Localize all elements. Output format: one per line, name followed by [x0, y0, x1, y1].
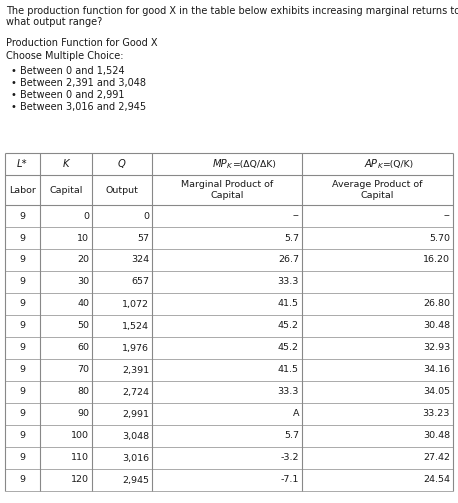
Text: Between 2,391 and 3,048: Between 2,391 and 3,048: [20, 78, 146, 88]
Text: 30.48: 30.48: [423, 432, 450, 441]
Text: 70: 70: [77, 366, 89, 375]
Text: 30.48: 30.48: [423, 321, 450, 330]
Text: 9: 9: [20, 387, 26, 396]
Text: 9: 9: [20, 409, 26, 418]
Text: 9: 9: [20, 366, 26, 375]
Text: 9: 9: [20, 432, 26, 441]
Text: K: K: [377, 163, 382, 169]
Text: K: K: [63, 159, 69, 169]
Text: 33.3: 33.3: [278, 278, 299, 287]
Text: 5.70: 5.70: [429, 233, 450, 242]
Text: Between 0 and 2,991: Between 0 and 2,991: [20, 90, 125, 100]
Text: 9: 9: [20, 475, 26, 484]
Text: 41.5: 41.5: [278, 366, 299, 375]
Text: 80: 80: [77, 387, 89, 396]
Text: L*: L*: [17, 159, 28, 169]
Text: 2,391: 2,391: [122, 366, 149, 375]
Text: 5.7: 5.7: [284, 432, 299, 441]
Text: 30: 30: [77, 278, 89, 287]
Text: Q: Q: [118, 159, 126, 169]
Text: Production Function for Good X: Production Function for Good X: [6, 38, 158, 48]
Text: •: •: [10, 102, 16, 112]
Text: --: --: [443, 211, 450, 220]
Text: 32.93: 32.93: [423, 344, 450, 353]
Text: Labor: Labor: [9, 186, 36, 195]
Text: =(ΔQ/ΔK): =(ΔQ/ΔK): [232, 159, 276, 169]
Text: •: •: [10, 66, 16, 76]
Text: Marginal Product of
Capital: Marginal Product of Capital: [181, 180, 273, 200]
Text: what output range?: what output range?: [6, 17, 102, 27]
Text: 9: 9: [20, 344, 26, 353]
Text: 60: 60: [77, 344, 89, 353]
Text: 57: 57: [137, 233, 149, 242]
Text: 10: 10: [77, 233, 89, 242]
Text: =(Q/K): =(Q/K): [382, 159, 414, 169]
Text: 45.2: 45.2: [278, 344, 299, 353]
Text: 26.7: 26.7: [278, 256, 299, 265]
Text: 0: 0: [143, 211, 149, 220]
Text: 90: 90: [77, 409, 89, 418]
Text: 33.23: 33.23: [423, 409, 450, 418]
Text: 9: 9: [20, 211, 26, 220]
Text: The production function for good X in the table below exhibits increasing margin: The production function for good X in th…: [6, 6, 458, 16]
Text: 9: 9: [20, 299, 26, 308]
Text: 2,991: 2,991: [122, 409, 149, 418]
Text: 324: 324: [131, 256, 149, 265]
Text: 120: 120: [71, 475, 89, 484]
Text: 100: 100: [71, 432, 89, 441]
Text: 45.2: 45.2: [278, 321, 299, 330]
Text: 2,724: 2,724: [122, 387, 149, 396]
Text: 1,976: 1,976: [122, 344, 149, 353]
Text: 3,016: 3,016: [122, 454, 149, 462]
Text: 24.54: 24.54: [423, 475, 450, 484]
Text: Output: Output: [105, 186, 138, 195]
Text: 9: 9: [20, 321, 26, 330]
Text: 2,945: 2,945: [122, 475, 149, 484]
Text: 50: 50: [77, 321, 89, 330]
Text: -3.2: -3.2: [280, 454, 299, 462]
Text: 34.16: 34.16: [423, 366, 450, 375]
Text: 26.80: 26.80: [423, 299, 450, 308]
Text: AP: AP: [365, 159, 377, 169]
Text: 27.42: 27.42: [423, 454, 450, 462]
Text: 9: 9: [20, 454, 26, 462]
Text: 41.5: 41.5: [278, 299, 299, 308]
Text: Between 3,016 and 2,945: Between 3,016 and 2,945: [20, 102, 146, 112]
Text: --: --: [292, 211, 299, 220]
Text: Average Product of
Capital: Average Product of Capital: [332, 180, 423, 200]
Text: 40: 40: [77, 299, 89, 308]
Text: 657: 657: [131, 278, 149, 287]
Text: MP: MP: [213, 159, 227, 169]
Text: 16.20: 16.20: [423, 256, 450, 265]
Text: A: A: [293, 409, 299, 418]
Text: Capital: Capital: [49, 186, 83, 195]
Text: 1,524: 1,524: [122, 321, 149, 330]
Text: •: •: [10, 78, 16, 88]
Text: 9: 9: [20, 233, 26, 242]
Text: 3,048: 3,048: [122, 432, 149, 441]
Text: Choose Multiple Choice:: Choose Multiple Choice:: [6, 51, 124, 61]
Text: -7.1: -7.1: [281, 475, 299, 484]
Text: 9: 9: [20, 256, 26, 265]
Text: 110: 110: [71, 454, 89, 462]
Text: Between 0 and 1,524: Between 0 and 1,524: [20, 66, 125, 76]
Text: 0: 0: [83, 211, 89, 220]
Text: 1,072: 1,072: [122, 299, 149, 308]
Text: 9: 9: [20, 278, 26, 287]
Text: 20: 20: [77, 256, 89, 265]
Text: 34.05: 34.05: [423, 387, 450, 396]
Text: K: K: [227, 163, 232, 169]
Text: 5.7: 5.7: [284, 233, 299, 242]
Text: •: •: [10, 90, 16, 100]
Text: 33.3: 33.3: [278, 387, 299, 396]
